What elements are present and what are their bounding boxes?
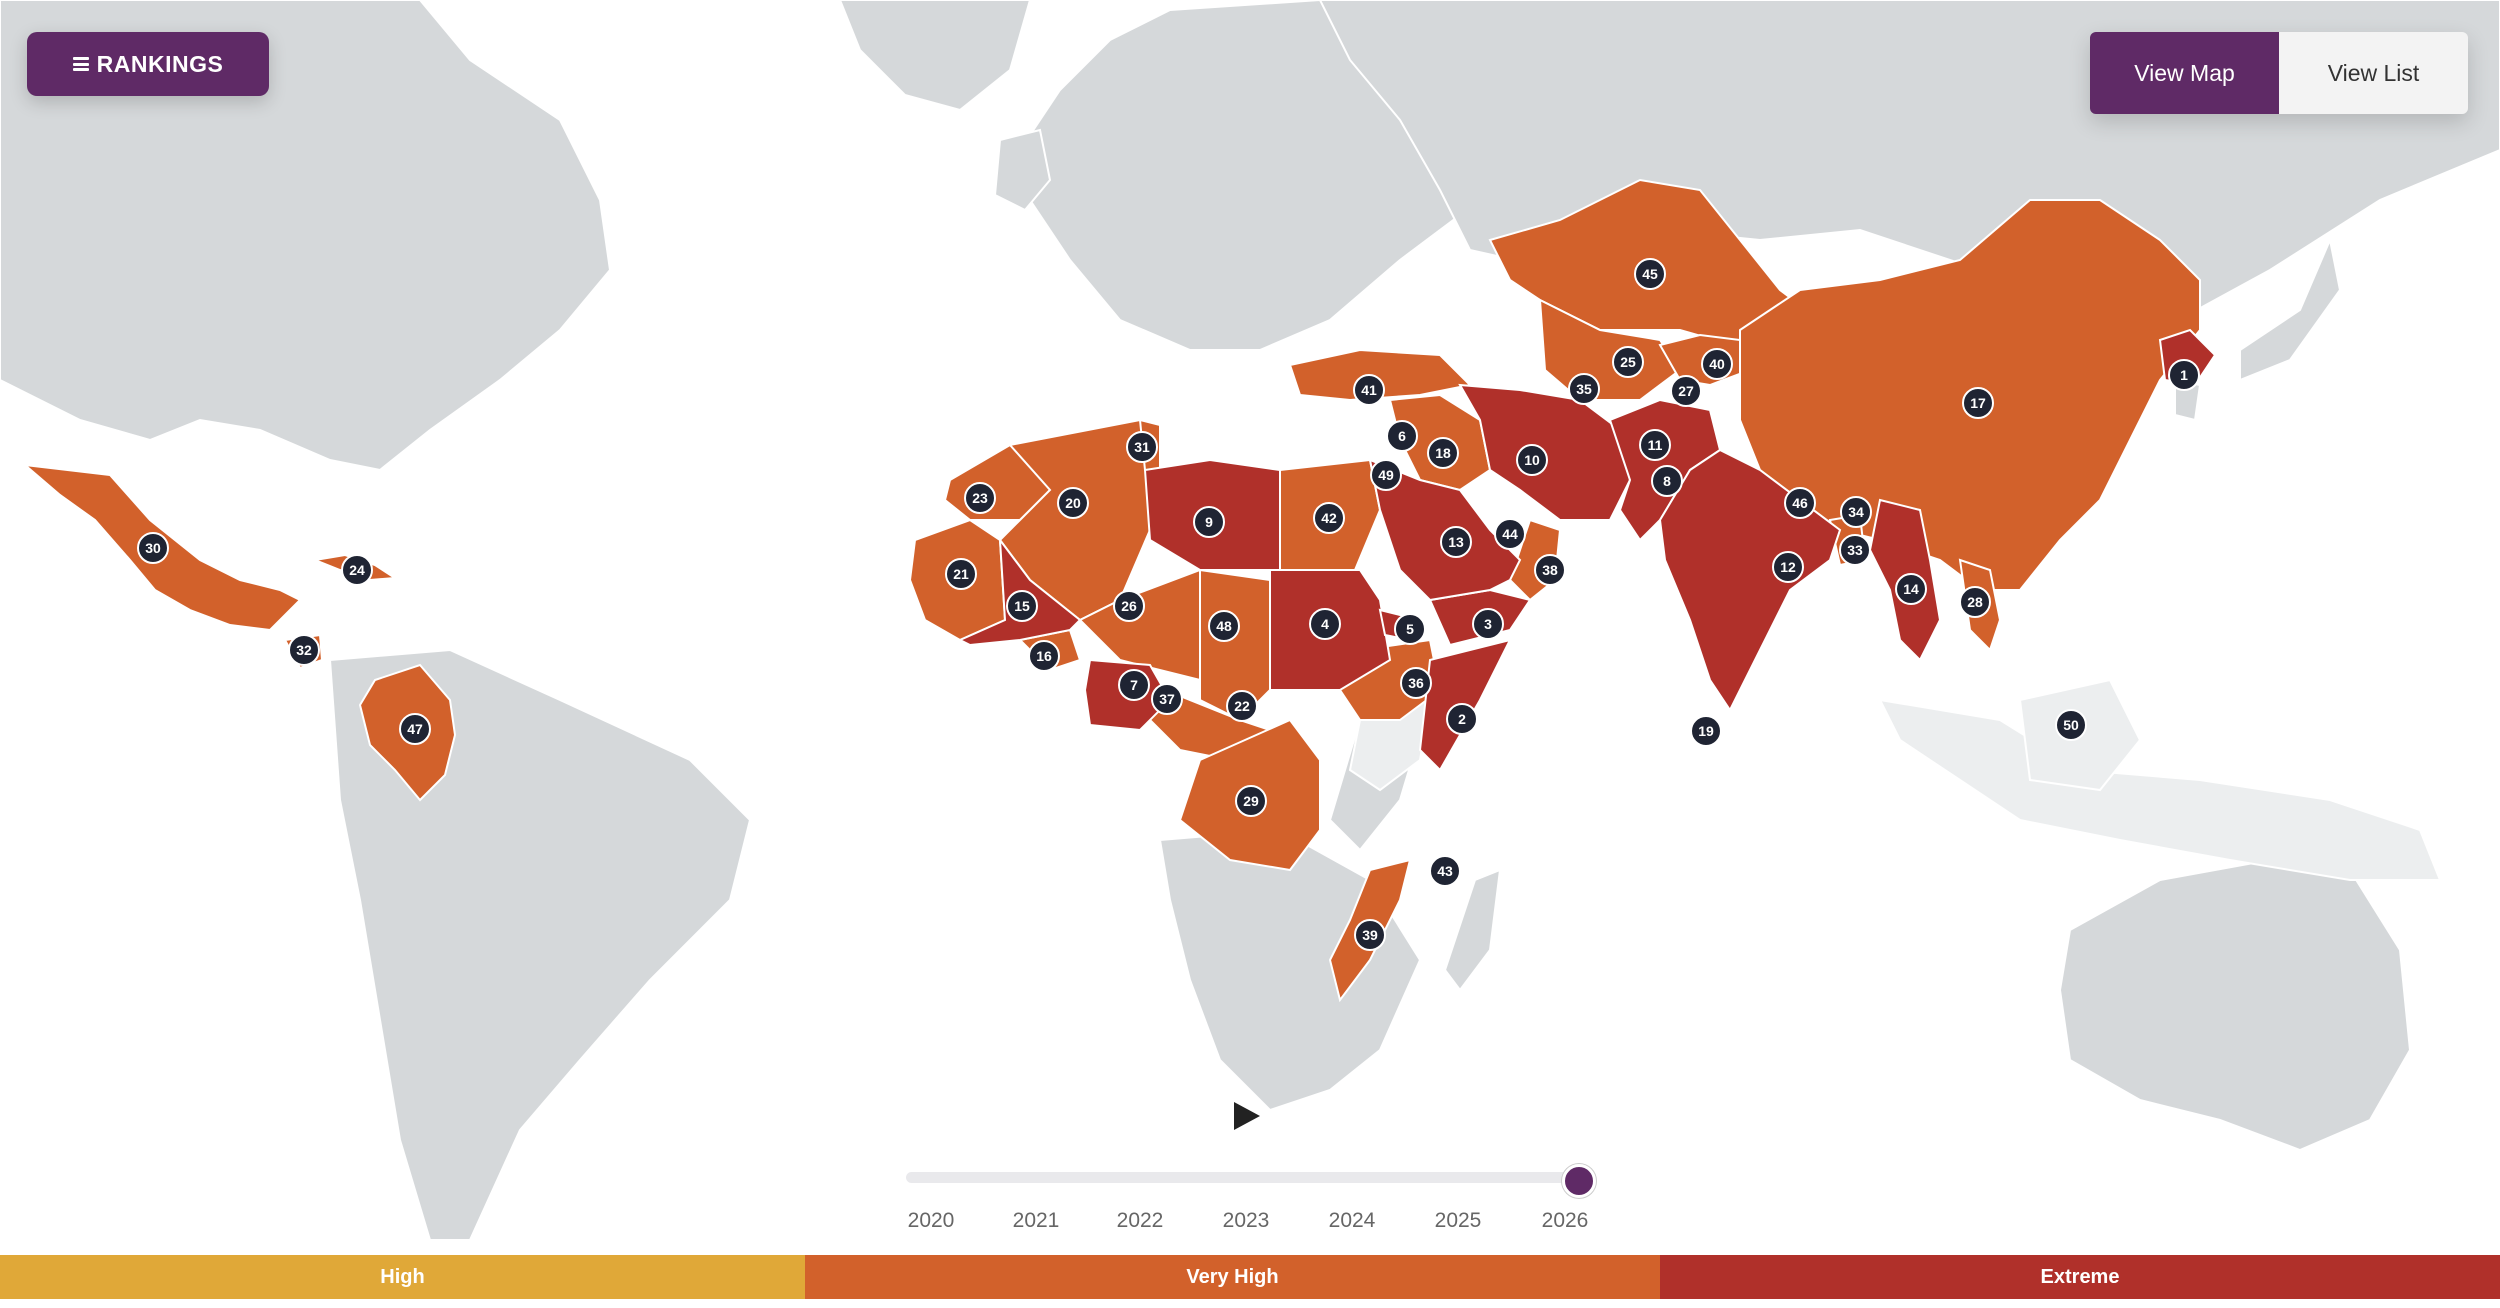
year-labels: 2020 2021 2022 2023 2024 2025 2026	[906, 1209, 1606, 1237]
country-saudi-arabia[interactable]	[1368, 458, 1522, 602]
marker-19[interactable]: 19	[1690, 715, 1722, 747]
view-toggle: View Map View List	[2090, 32, 2468, 114]
marker-35[interactable]: 35	[1568, 373, 1600, 405]
australia-landmass	[2058, 858, 2412, 1152]
year-label[interactable]: 2025	[1434, 1209, 1482, 1232]
world-persecution-map[interactable]: 1 2 3 4 5 6 7 8 9 10 11 12 13 14 15 16 1…	[0, 0, 2500, 1255]
uk-landmass	[993, 128, 1052, 212]
marker-16[interactable]: 16	[1028, 640, 1060, 672]
marker-15[interactable]: 15	[1006, 590, 1038, 622]
marker-33[interactable]: 33	[1839, 534, 1871, 566]
north-america-landmass	[0, 0, 612, 472]
year-label[interactable]: 2024	[1328, 1209, 1376, 1232]
marker-42[interactable]: 42	[1313, 502, 1345, 534]
marker-38[interactable]: 38	[1534, 554, 1566, 586]
marker-30[interactable]: 30	[137, 532, 169, 564]
marker-8[interactable]: 8	[1651, 465, 1683, 497]
slider-track[interactable]	[906, 1172, 1578, 1183]
southeast-asia-islands	[1878, 698, 2442, 881]
year-label[interactable]: 2026	[1541, 1209, 1589, 1232]
marker-45[interactable]: 45	[1634, 258, 1666, 290]
year-label[interactable]: 2020	[907, 1209, 955, 1232]
marker-14[interactable]: 14	[1895, 573, 1927, 605]
legend-extreme: Extreme	[1660, 1255, 2500, 1299]
marker-34[interactable]: 34	[1840, 496, 1872, 528]
marker-4[interactable]: 4	[1309, 608, 1341, 640]
country-turkey[interactable]	[1288, 348, 1473, 402]
marker-43[interactable]: 43	[1429, 855, 1461, 887]
marker-18[interactable]: 18	[1427, 437, 1459, 469]
marker-7[interactable]: 7	[1118, 669, 1150, 701]
marker-31[interactable]: 31	[1126, 431, 1158, 463]
marker-17[interactable]: 17	[1962, 387, 1994, 419]
year-label[interactable]: 2022	[1116, 1209, 1164, 1232]
marker-49[interactable]: 49	[1370, 459, 1402, 491]
marker-23[interactable]: 23	[964, 482, 996, 514]
marker-32[interactable]: 32	[288, 634, 320, 666]
marker-24[interactable]: 24	[341, 554, 373, 586]
marker-1[interactable]: 1	[2168, 359, 2200, 391]
rankings-button[interactable]: RANKINGS	[27, 32, 269, 96]
year-slider[interactable]: 2020 2021 2022 2023 2024 2025 2026	[906, 1164, 1596, 1232]
country-uzbekistan-turkmenistan[interactable]	[1538, 298, 1682, 401]
marker-9[interactable]: 9	[1193, 506, 1225, 538]
marker-40[interactable]: 40	[1701, 348, 1733, 380]
marker-44[interactable]: 44	[1494, 518, 1526, 550]
south-america-landmass	[328, 648, 752, 1241]
marker-12[interactable]: 12	[1772, 551, 1804, 583]
view-list-button[interactable]: View List	[2279, 32, 2468, 114]
year-label[interactable]: 2021	[1012, 1209, 1060, 1232]
marker-2[interactable]: 2	[1446, 703, 1478, 735]
slider-thumb[interactable]	[1562, 1164, 1596, 1198]
marker-37[interactable]: 37	[1151, 683, 1183, 715]
greenland-landmass	[838, 0, 1032, 112]
marker-11[interactable]: 11	[1639, 429, 1671, 461]
marker-29[interactable]: 29	[1235, 785, 1267, 817]
marker-21[interactable]: 21	[945, 558, 977, 590]
risk-legend: High Very High Extreme	[0, 1255, 2500, 1299]
marker-46[interactable]: 46	[1784, 487, 1816, 519]
marker-27[interactable]: 27	[1670, 375, 1702, 407]
legend-very-high: Very High	[805, 1255, 1660, 1299]
marker-36[interactable]: 36	[1400, 667, 1432, 699]
marker-6[interactable]: 6	[1386, 420, 1418, 452]
play-icon[interactable]	[1232, 1100, 1262, 1132]
marker-10[interactable]: 10	[1516, 444, 1548, 476]
marker-5[interactable]: 5	[1394, 613, 1426, 645]
marker-48[interactable]: 48	[1208, 610, 1240, 642]
rankings-label: RANKINGS	[96, 50, 224, 77]
marker-25[interactable]: 25	[1612, 346, 1644, 378]
marker-22[interactable]: 22	[1226, 690, 1258, 722]
marker-13[interactable]: 13	[1440, 526, 1472, 558]
menu-icon	[72, 57, 89, 71]
marker-26[interactable]: 26	[1113, 590, 1145, 622]
madagascar-landmass	[1443, 868, 1502, 992]
marker-39[interactable]: 39	[1354, 919, 1386, 951]
marker-50[interactable]: 50	[2055, 709, 2087, 741]
southern-africa-landmass	[1158, 828, 1422, 1112]
view-map-button[interactable]: View Map	[2090, 32, 2279, 114]
legend-high: High	[0, 1255, 805, 1299]
marker-3[interactable]: 3	[1472, 608, 1504, 640]
marker-47[interactable]: 47	[399, 713, 431, 745]
marker-41[interactable]: 41	[1353, 374, 1385, 406]
marker-28[interactable]: 28	[1959, 586, 1991, 618]
marker-20[interactable]: 20	[1057, 487, 1089, 519]
year-label[interactable]: 2023	[1222, 1209, 1270, 1232]
japan-landmass	[2239, 236, 2342, 382]
